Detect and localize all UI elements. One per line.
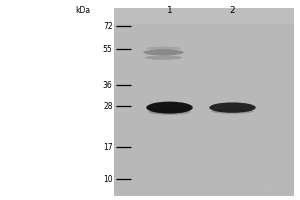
Text: 17: 17 <box>103 142 112 152</box>
Bar <box>114 8 294 196</box>
Ellipse shape <box>146 47 181 50</box>
Text: 55: 55 <box>103 45 112 53</box>
Ellipse shape <box>209 102 256 113</box>
Ellipse shape <box>145 55 182 60</box>
Text: 36: 36 <box>103 81 112 90</box>
Ellipse shape <box>146 102 193 114</box>
Text: 28: 28 <box>103 102 112 111</box>
Bar <box>114 8 294 24</box>
Ellipse shape <box>143 49 184 55</box>
Text: 72: 72 <box>103 22 112 31</box>
Text: kDa: kDa <box>75 6 90 15</box>
Ellipse shape <box>148 109 190 115</box>
Text: www.abcam.com: www.abcam.com <box>244 190 278 194</box>
Text: 2: 2 <box>230 6 235 15</box>
Text: 1: 1 <box>167 6 172 15</box>
Text: 10: 10 <box>103 174 112 184</box>
Ellipse shape <box>212 109 254 114</box>
